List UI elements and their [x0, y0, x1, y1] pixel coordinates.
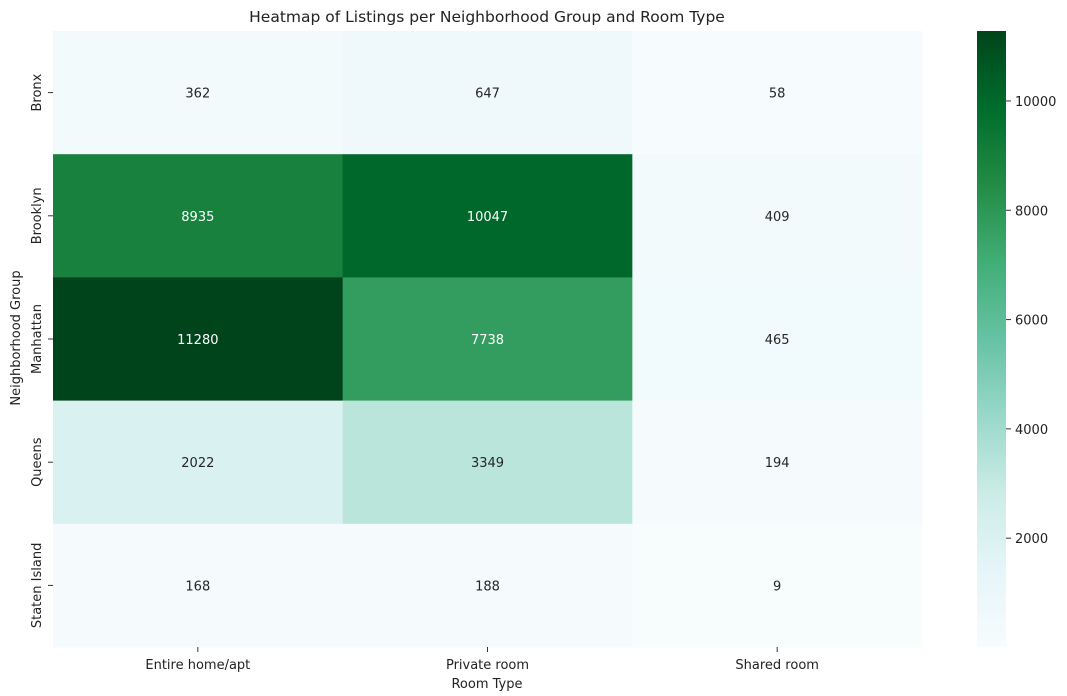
- chart-title: Heatmap of Listings per Neighborhood Gro…: [249, 8, 725, 26]
- cell-value-label: 409: [765, 210, 790, 225]
- heatmap-cell: [342, 400, 633, 525]
- cell-value-label: 168: [185, 579, 210, 594]
- colorbar-tick-label: 4000: [1015, 423, 1048, 438]
- colorbar-tick-label: 8000: [1015, 204, 1048, 219]
- heatmap-cell: [53, 31, 344, 155]
- colorbar-tick-label: 6000: [1015, 314, 1048, 329]
- heatmap-cell: [342, 154, 633, 278]
- heatmap-cell: [53, 154, 344, 278]
- colorbar-tick-label: 10000: [1015, 95, 1056, 110]
- heatmap-cell: [632, 400, 923, 525]
- heatmap-cell: [53, 400, 344, 525]
- y-axis: Bronx Brooklyn Manhattan Queens Staten Islan…: [30, 73, 53, 628]
- cell-value-label: 194: [765, 456, 790, 471]
- heatmap-cell: [342, 277, 633, 402]
- cell-annotations: 362 647 58 8935 10047 409 11280 7738 465 2022 3349…: [177, 87, 789, 595]
- y-tick-label: Queens: [30, 437, 45, 487]
- y-axis-label: Neighborhood Group: [9, 270, 24, 405]
- heatmap-cells: [53, 31, 923, 648]
- cell-value-label: 465: [765, 333, 790, 348]
- colorbar-tick-label: 2000: [1015, 532, 1048, 547]
- colorbar: 2000 4000 6000 8000 10000: [977, 31, 1056, 647]
- x-tick-label: Entire home/apt: [145, 658, 250, 673]
- heatmap-cell: [342, 523, 633, 648]
- cell-value-label: 362: [185, 87, 210, 102]
- y-tick-label: Staten Island: [30, 543, 45, 628]
- heatmap-cell: [53, 523, 344, 648]
- y-tick-label: Brooklyn: [30, 187, 45, 244]
- heatmap-cell: [342, 31, 633, 155]
- heatmap-cell: [632, 31, 923, 155]
- y-tick-label: Bronx: [30, 73, 45, 111]
- y-tick-label: Manhattan: [30, 304, 45, 374]
- cell-value-label: 647: [475, 87, 500, 102]
- cell-value-label: 9: [773, 579, 781, 594]
- cell-value-label: 8935: [181, 210, 214, 225]
- colorbar-gradient: [977, 31, 1006, 647]
- cell-value-label: 2022: [181, 456, 214, 471]
- cell-value-label: 10047: [467, 210, 508, 225]
- heatmap-cell: [632, 154, 923, 278]
- heatmap-cell: [53, 277, 344, 402]
- cell-value-label: 58: [769, 87, 786, 102]
- heatmap-cell: [632, 523, 923, 648]
- cell-value-label: 7738: [471, 333, 504, 348]
- heatmap-cell: [632, 277, 923, 402]
- cell-value-label: 188: [475, 579, 500, 594]
- x-tick-label: Shared room: [735, 658, 819, 673]
- x-tick-label: Private room: [446, 658, 529, 673]
- x-axis-label: Room Type: [451, 677, 522, 692]
- cell-value-label: 11280: [177, 333, 218, 348]
- cell-value-label: 3349: [471, 456, 504, 471]
- x-axis: Entire home/apt Private room Shared room: [145, 647, 819, 673]
